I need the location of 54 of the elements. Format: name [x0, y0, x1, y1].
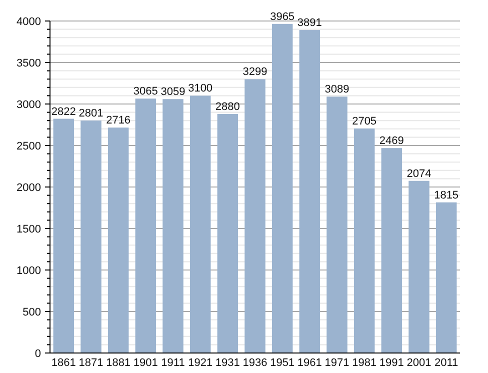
data-label: 3299	[242, 66, 268, 78]
bar	[162, 99, 184, 353]
bar	[408, 180, 430, 353]
bar	[326, 96, 348, 353]
bar	[354, 128, 375, 353]
data-label: 2822	[51, 106, 76, 118]
x-tick-label: 1921	[188, 357, 213, 369]
bar	[436, 202, 457, 353]
x-tick-label: 1931	[215, 357, 240, 369]
bar	[135, 98, 156, 353]
y-tick-label: 0	[34, 348, 41, 360]
x-tick-label: 1871	[78, 357, 104, 369]
data-label: 2074	[406, 168, 432, 180]
x-tick-label: 1991	[379, 357, 404, 369]
y-tick-label: 1500	[16, 223, 41, 236]
y-tick-label: 2500	[16, 140, 41, 152]
y-tick-label: 500	[22, 306, 41, 318]
bar	[108, 128, 129, 353]
data-label: 3100	[188, 82, 213, 95]
bar	[381, 148, 402, 353]
data-label: 2801	[78, 108, 104, 120]
x-tick-label: 1961	[297, 357, 322, 369]
x-tick-label: 2011	[434, 357, 458, 369]
data-label: 2880	[215, 100, 240, 113]
data-label: 2705	[352, 115, 377, 128]
data-label: 3891	[297, 17, 322, 30]
data-label: 2716	[106, 114, 131, 127]
x-tick-label: 1971	[324, 357, 350, 369]
y-tick-label: 1000	[16, 264, 41, 277]
x-tick-label: 1901	[133, 357, 158, 369]
data-label: 3059	[160, 86, 186, 98]
x-tick-label: 1951	[270, 357, 295, 369]
y-tick-label: 4000	[16, 16, 41, 28]
data-label: 3965	[270, 10, 295, 23]
bar	[244, 79, 266, 353]
y-tick-label: 2000	[16, 182, 41, 194]
bar	[299, 30, 320, 353]
bar	[53, 118, 74, 353]
bar	[80, 120, 102, 353]
x-tick-label: 1936	[242, 357, 268, 369]
data-label: 3089	[324, 84, 350, 96]
y-tick-label: 3000	[16, 98, 41, 111]
x-tick-label: 1861	[51, 357, 76, 369]
bar	[272, 24, 293, 353]
x-tick-label: 1911	[161, 357, 185, 369]
x-tick-label: 2001	[406, 357, 432, 369]
data-label: 3065	[133, 86, 158, 98]
bar	[190, 96, 211, 353]
y-tick-label: 3500	[16, 57, 41, 70]
data-label: 2469	[379, 135, 404, 148]
data-label: 1815	[434, 189, 459, 202]
x-tick-label: 1981	[352, 357, 377, 369]
bar	[217, 114, 238, 353]
x-tick-label: 1881	[106, 357, 131, 369]
